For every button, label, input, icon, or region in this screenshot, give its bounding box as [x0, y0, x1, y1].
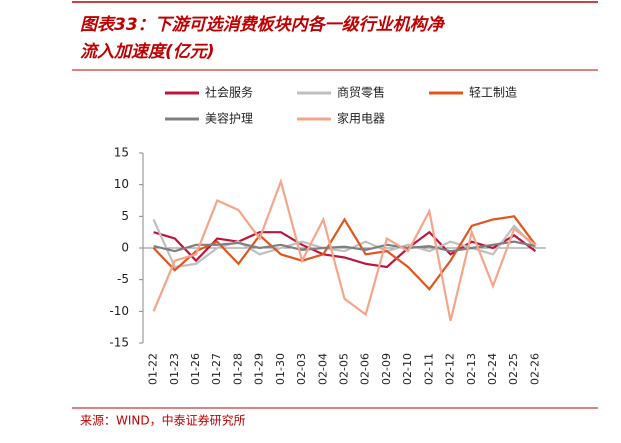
x-tick-label: 02-05 [338, 353, 351, 385]
x-tick-label: 01-26 [189, 353, 202, 385]
x-tick-label: 02-26 [528, 353, 541, 385]
legend-label: 社会服务 [205, 85, 253, 100]
chart-title: 流入加速度(亿元) [80, 42, 215, 62]
x-tick-label: 01-28 [231, 353, 244, 385]
y-tick-label: -5 [117, 272, 129, 286]
source: 来源：WIND，中泰证券研究所 [80, 413, 246, 428]
x-tick-label: 02-09 [380, 353, 393, 385]
legend-label: 美容护理 [205, 111, 253, 126]
chart-title: 图表33：下游可选消费板块内各一级行业机构净 [80, 15, 446, 35]
y-tick-label: 5 [121, 209, 129, 223]
y-tick-label: 15 [114, 146, 129, 160]
x-tick-label: 02-03 [295, 353, 308, 385]
x-tick-label: 01-22 [147, 353, 160, 385]
series-line [153, 230, 537, 269]
x-tick-label: 02-25 [507, 353, 520, 385]
x-tick-label: 02-10 [401, 353, 414, 385]
x-tick-label: 02-11 [422, 353, 435, 385]
series-line [152, 177, 537, 322]
x-tick-label: 02-04 [316, 353, 329, 385]
x-tick-label: 01-27 [210, 353, 223, 385]
legend-label: 商贸零售 [337, 85, 385, 100]
x-tick-label: 02-06 [359, 353, 372, 385]
series-line [153, 240, 536, 253]
x-tick-label: 02-12 [444, 353, 457, 385]
x-tick-label: 01-29 [253, 353, 266, 385]
x-tick-label: 01-23 [168, 353, 181, 385]
y-tick-label: 0 [121, 241, 129, 255]
y-tick-label: -15 [109, 336, 129, 350]
x-tick-label: 01-30 [274, 353, 287, 385]
y-tick-label: 10 [114, 177, 129, 191]
x-tick-label: 02-13 [465, 353, 478, 385]
legend-label: 家用电器 [337, 111, 385, 126]
legend-label: 轻工制造 [469, 86, 517, 100]
y-tick-label: -10 [109, 304, 129, 318]
x-tick-label: 02-24 [486, 353, 499, 385]
series-line [152, 215, 537, 291]
